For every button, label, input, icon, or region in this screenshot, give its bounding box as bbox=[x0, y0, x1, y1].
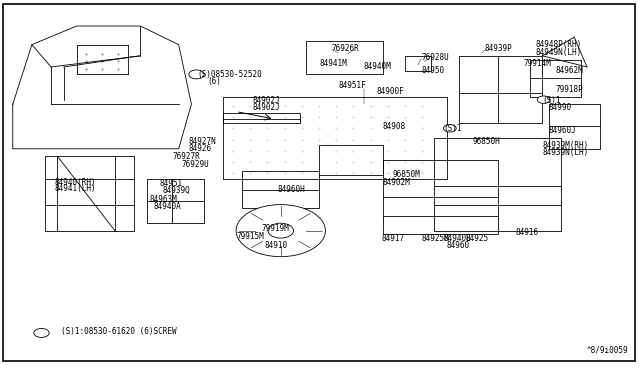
Bar bbox=[383, 160, 498, 234]
Bar bbox=[319, 145, 383, 175]
Text: (S)1: (S)1 bbox=[542, 96, 561, 105]
Text: 79919M: 79919M bbox=[262, 224, 289, 233]
Text: 84939N(LH): 84939N(LH) bbox=[542, 148, 589, 157]
Text: 84927N: 84927N bbox=[188, 137, 216, 146]
Text: 84962M: 84962M bbox=[555, 66, 583, 75]
Text: 84940M: 84940M bbox=[364, 62, 392, 71]
Text: 84960H: 84960H bbox=[278, 185, 305, 194]
Bar bbox=[434, 138, 561, 231]
Text: 76926R: 76926R bbox=[332, 44, 360, 53]
Bar bbox=[405, 56, 431, 71]
Text: 84950: 84950 bbox=[421, 66, 444, 75]
Text: 84951: 84951 bbox=[159, 179, 182, 187]
Text: 84990: 84990 bbox=[548, 103, 572, 112]
Text: 84960J: 84960J bbox=[548, 126, 577, 135]
Text: 84939P: 84939P bbox=[485, 44, 513, 53]
Text: 84902J: 84902J bbox=[252, 96, 280, 105]
Text: 96850H: 96850H bbox=[472, 137, 500, 146]
Circle shape bbox=[268, 223, 294, 238]
Text: 84917: 84917 bbox=[381, 234, 404, 243]
Text: 84960: 84960 bbox=[447, 241, 470, 250]
Text: 84949N(LH): 84949N(LH) bbox=[536, 48, 582, 57]
Text: 76927R: 76927R bbox=[172, 152, 200, 161]
Text: 84908: 84908 bbox=[383, 122, 406, 131]
Text: 84941(LH): 84941(LH) bbox=[54, 185, 96, 193]
Bar bbox=[147, 179, 204, 223]
Bar bbox=[243, 171, 319, 208]
Bar bbox=[460, 56, 542, 123]
Text: 96850M: 96850M bbox=[392, 170, 420, 179]
Text: (S)1:08530-61620 (6)SCREW: (S)1:08530-61620 (6)SCREW bbox=[61, 327, 176, 336]
Text: 84902M: 84902M bbox=[383, 178, 411, 187]
Circle shape bbox=[189, 70, 204, 79]
Bar bbox=[529, 60, 580, 97]
Circle shape bbox=[34, 328, 49, 337]
Text: 76929U: 76929U bbox=[182, 160, 209, 169]
Bar bbox=[223, 97, 447, 179]
FancyBboxPatch shape bbox=[3, 4, 635, 361]
Text: (6): (6) bbox=[207, 77, 221, 86]
Text: 79914M: 79914M bbox=[524, 59, 551, 68]
Text: 84939Q: 84939Q bbox=[163, 186, 191, 195]
Text: 84910: 84910 bbox=[265, 241, 288, 250]
Text: 84940A: 84940A bbox=[153, 202, 181, 211]
Text: ^8/9i0059: ^8/9i0059 bbox=[587, 345, 628, 354]
Text: 84926: 84926 bbox=[188, 144, 211, 153]
Circle shape bbox=[444, 125, 456, 132]
Text: 84939M(RH): 84939M(RH) bbox=[542, 141, 589, 150]
Text: 84948P(RH): 84948P(RH) bbox=[536, 40, 582, 49]
Text: 79915M: 79915M bbox=[236, 232, 264, 241]
Bar bbox=[45, 156, 134, 231]
Text: 84951F: 84951F bbox=[338, 81, 366, 90]
Text: 79918P: 79918P bbox=[555, 85, 583, 94]
Circle shape bbox=[537, 96, 550, 103]
Text: (S)1: (S)1 bbox=[444, 124, 462, 133]
Circle shape bbox=[236, 205, 325, 257]
Text: 84925M: 84925M bbox=[421, 234, 449, 243]
Text: 84940(RH): 84940(RH) bbox=[54, 178, 96, 187]
Text: 84940E: 84940E bbox=[444, 234, 471, 243]
Text: 84963M: 84963M bbox=[150, 195, 178, 203]
Bar bbox=[223, 113, 300, 123]
Text: 84902J: 84902J bbox=[252, 103, 280, 112]
Text: 84925: 84925 bbox=[466, 234, 489, 243]
Text: 84941M: 84941M bbox=[319, 59, 347, 68]
Bar bbox=[307, 41, 383, 74]
Text: (S)08530-52520: (S)08530-52520 bbox=[198, 70, 262, 79]
Text: 84916: 84916 bbox=[516, 228, 539, 237]
Text: 76928U: 76928U bbox=[421, 53, 449, 62]
Text: 84900F: 84900F bbox=[376, 87, 404, 96]
Bar bbox=[548, 104, 600, 149]
